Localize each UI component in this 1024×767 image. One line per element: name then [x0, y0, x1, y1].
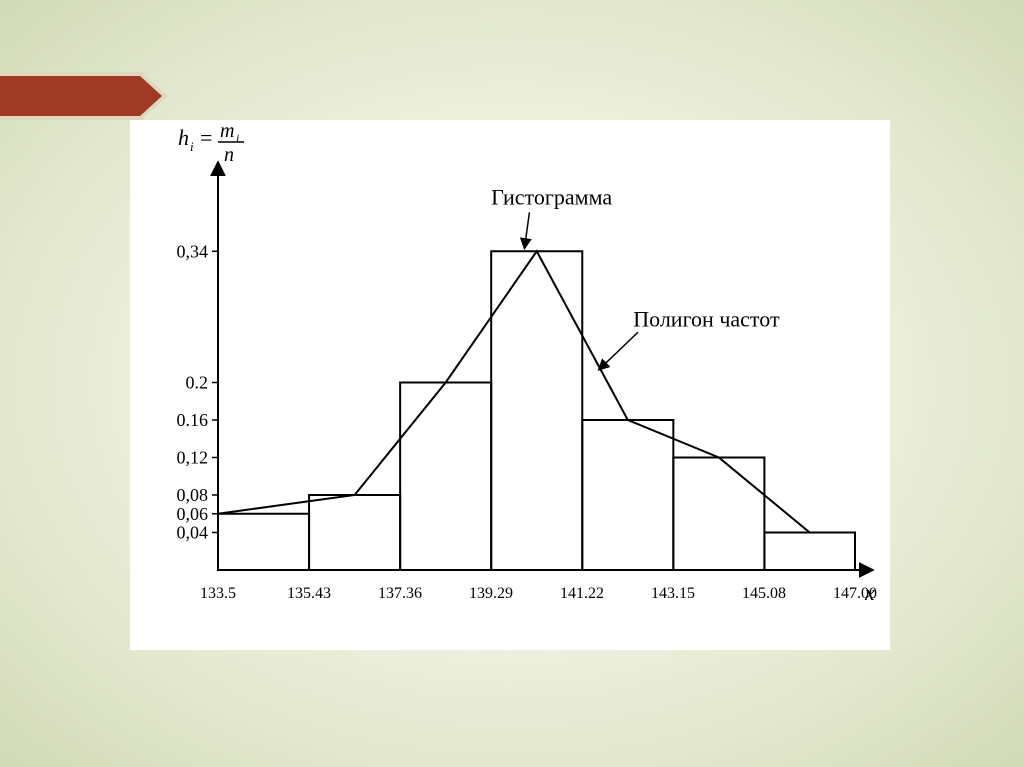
svg-text:m: m: [220, 120, 234, 142]
histogram-annotation: Гистограмма: [491, 184, 612, 209]
y-tick-label: 0,08: [177, 485, 209, 505]
x-tick-label: 133.5: [200, 585, 236, 602]
histogram-bar: [309, 495, 400, 570]
y-tick-label: 0.2: [186, 373, 209, 393]
x-axis-label: x: [864, 580, 875, 605]
svg-text:i: i: [236, 131, 239, 145]
y-axis-label: hi=min: [178, 120, 244, 166]
y-tick-label: 0,34: [177, 241, 209, 261]
frequency-polygon: [218, 251, 855, 532]
svg-text:h: h: [178, 125, 189, 150]
svg-text:n: n: [224, 144, 234, 166]
x-tick-label: 145.08: [742, 585, 786, 602]
x-tick-label: 141.22: [560, 585, 604, 602]
polygon-annotation-arrow: [600, 332, 638, 368]
slide-ribbon: [0, 72, 144, 120]
x-tick-label: 143.15: [651, 585, 695, 602]
y-tick-label: 0,06: [177, 504, 209, 524]
x-tick-label: 139.29: [469, 585, 513, 602]
polygon-annotation: Полигон частот: [633, 306, 780, 331]
chart-card: 0,040,060,08 0,12 0.16 0.2 0,34 133.5 135.43 13…: [130, 120, 890, 650]
y-tick-label: 0,12: [177, 448, 209, 468]
x-tick-label: 135.43: [287, 585, 331, 602]
y-tick-label: 0,04: [177, 523, 209, 543]
histogram-bar: [218, 514, 309, 570]
x-tick-label: 137.36: [378, 585, 422, 602]
histogram-annotation-arrow: [525, 212, 530, 246]
histogram-bar: [764, 533, 855, 571]
histogram-bar: [582, 420, 673, 570]
histogram-bar: [400, 383, 491, 571]
histogram-chart: 0,040,060,08 0,12 0.16 0.2 0,34 133.5 135.43 13…: [130, 120, 890, 650]
histogram-bar: [491, 251, 582, 570]
histogram-bar: [673, 458, 764, 571]
svg-text:=: =: [200, 125, 212, 150]
svg-text:i: i: [190, 139, 194, 154]
y-tick-label: 0.16: [177, 410, 209, 430]
